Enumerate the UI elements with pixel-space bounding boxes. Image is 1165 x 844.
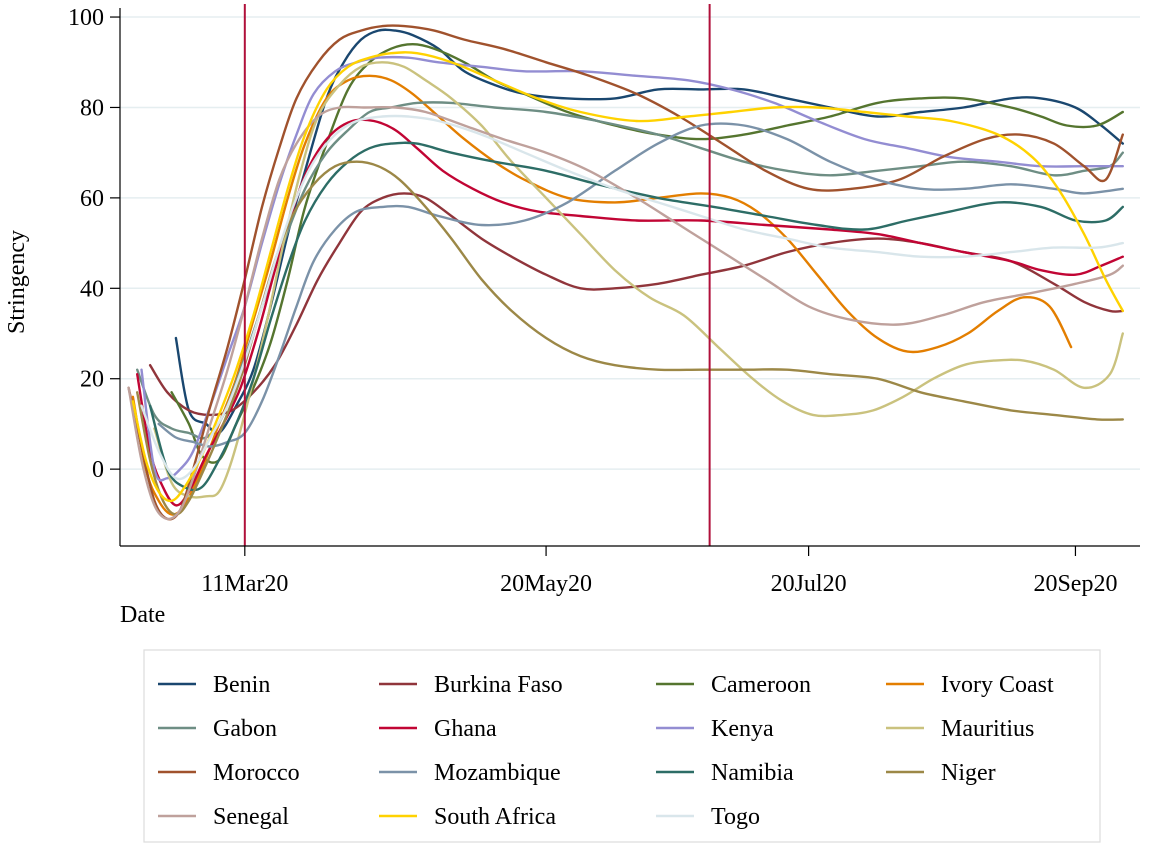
axes: 0 20 40 60 80 100 11Mar20 20May20 20Jul20 20Sep20 [68,5,1140,597]
y-tick-label: 80 [80,95,104,121]
legend-label-senegal: Senegal [213,804,289,830]
y-tick-label: 40 [80,276,104,302]
legend-label-kenya: Kenya [711,716,774,742]
series-line-south-africa [131,51,1124,503]
series-lines [127,24,1124,521]
y-tick-label: 100 [68,5,104,31]
series-line-benin [174,28,1124,435]
legend-label-ghana: Ghana [434,716,497,742]
legend-label-mauritius: Mauritius [941,716,1034,742]
legend-label-morocco: Morocco [213,760,300,786]
y-tick-label: 0 [92,457,104,483]
legend-label-cameroon: Cameroon [711,672,811,698]
x-tick-label: 20Sep20 [1033,571,1117,597]
legend-label-togo: Togo [711,804,760,830]
legend-label-benin: Benin [213,672,270,698]
legend-label-niger: Niger [941,760,996,786]
series-line-ghana [136,118,1124,507]
legend-label-gabon: Gabon [213,716,277,742]
series-line-togo [140,114,1124,481]
legend: Benin Burkina Faso Cameroon Ivory Coast Gabo… [143,649,1101,843]
x-tick-label: 20May20 [500,571,592,597]
legend-label-ivory-coast: Ivory Coast [941,672,1054,698]
y-axis-label: Stringency [4,230,30,334]
legend-box [143,649,1101,843]
x-tick-label: 11Mar20 [201,571,288,597]
x-axis-label: Date [120,602,165,628]
series-line-morocco [127,24,1124,521]
legend-label-burkina-faso: Burkina Faso [434,672,563,698]
series-line-senegal [127,105,1124,521]
legend-label-namibia: Namibia [711,760,794,786]
series-line-niger [136,160,1124,516]
y-tick-label: 20 [80,367,104,393]
legend-label-south-africa: South Africa [434,804,556,830]
x-tick-label: 20Jul20 [771,571,847,597]
series-line-namibia [148,141,1124,492]
legend-label-mozambique: Mozambique [434,760,561,786]
event-vertical-lines [243,4,711,546]
y-tick-label: 60 [80,186,104,212]
